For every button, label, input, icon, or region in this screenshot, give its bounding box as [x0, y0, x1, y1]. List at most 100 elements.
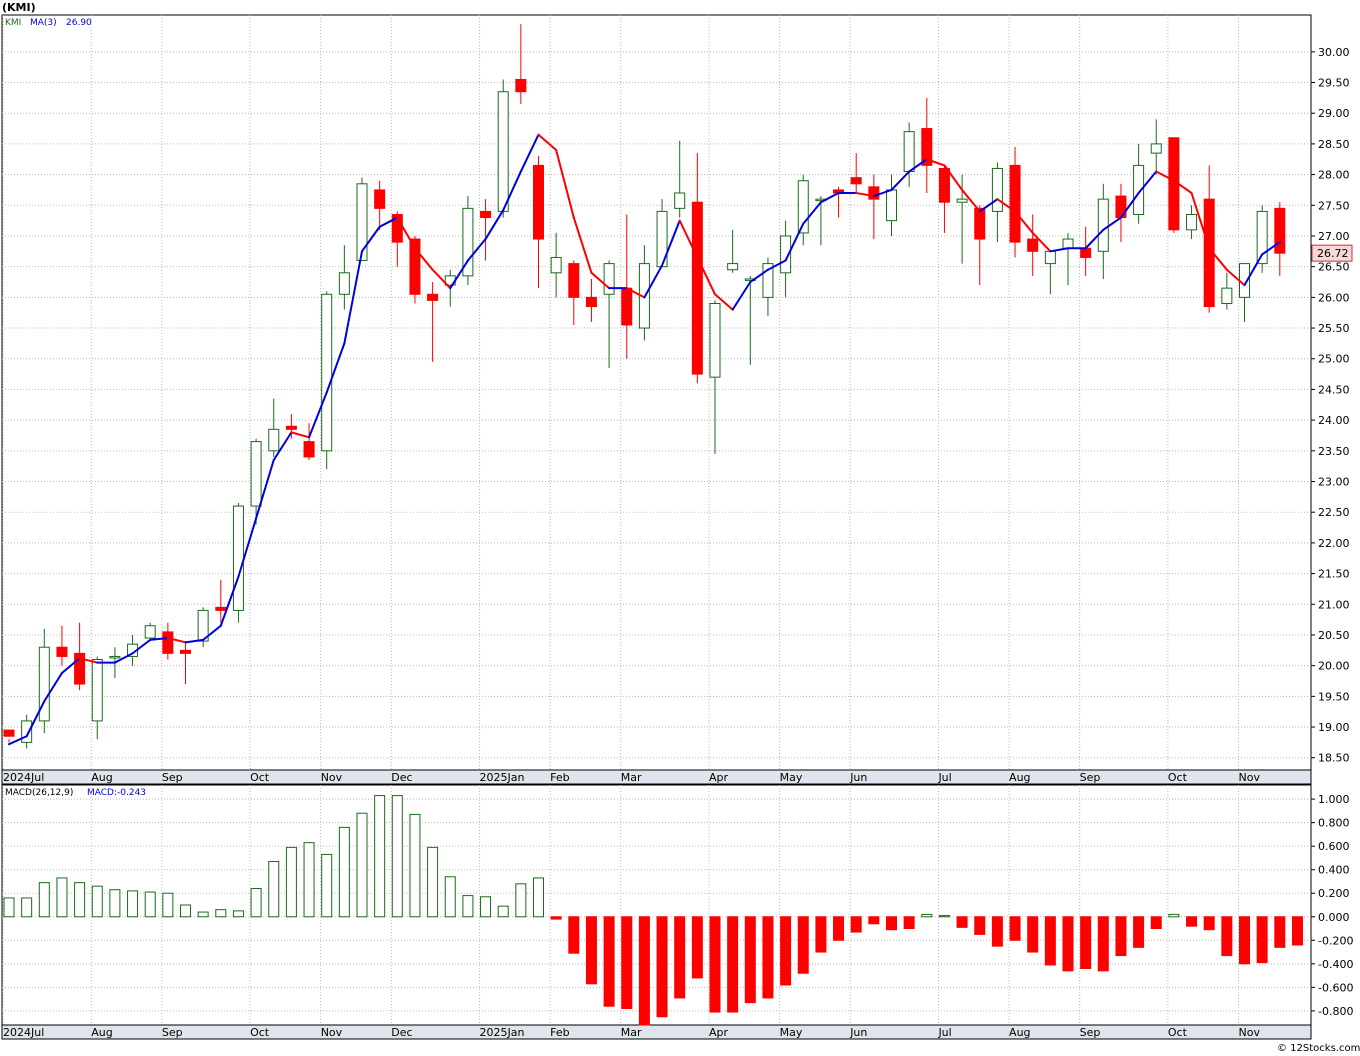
macd-bar: [797, 916, 809, 974]
macd-grid: [2, 785, 1311, 1025]
ma3-segment: [78, 657, 99, 664]
ma3-segment: [219, 575, 240, 627]
macd-bar: [180, 904, 191, 918]
candle-body: [1009, 164, 1021, 243]
candle-body: [1097, 198, 1109, 252]
macd-month-label: Feb: [550, 1026, 569, 1039]
macd-bar: [3, 897, 15, 918]
macd-month-label: May: [780, 1026, 803, 1039]
ma3-segment: [961, 188, 981, 213]
candle-body: [974, 207, 986, 240]
macd-bar: [1203, 916, 1215, 931]
candle-body: [991, 167, 1003, 212]
ma3-segment: [131, 638, 152, 655]
last-price-label: 26.72: [1317, 247, 1349, 260]
candle-body: [921, 128, 933, 166]
macd-bar: [1150, 916, 1162, 930]
ma3-segment: [819, 192, 840, 204]
macd-month-label: Nov: [1239, 1026, 1261, 1039]
macd-month-axis: [1, 1024, 1312, 1040]
price-month-label: Sep: [162, 771, 183, 784]
macd-tick-label: 0.600: [1318, 840, 1350, 853]
last-price-box: [1311, 244, 1353, 262]
macd-bar: [232, 910, 244, 918]
macd-bar: [956, 916, 968, 928]
candle-body: [144, 625, 156, 639]
ma3-segment: [184, 638, 205, 644]
macd-month-label: Oct: [1168, 1026, 1188, 1039]
macd-tick-label: 0.800: [1318, 817, 1350, 830]
price-tick-label: 20.00: [1318, 660, 1350, 673]
ma3-segment: [449, 259, 469, 290]
macd-bar: [338, 826, 350, 918]
macd-tick-label: -0.200: [1318, 934, 1353, 947]
ma3-segment: [25, 700, 46, 738]
ma3-segment: [1225, 268, 1246, 287]
price-month-axis: [1, 769, 1312, 785]
macd-bar: [744, 916, 756, 1004]
ma3-segment: [1049, 247, 1069, 253]
price-month-label: Oct: [1168, 771, 1188, 784]
price-grid: [2, 15, 1311, 770]
macd-bar: [938, 915, 950, 918]
price-month-label: May: [780, 771, 803, 784]
macd-legend: MACD(26,12,9) MACD:-0.243: [5, 788, 146, 798]
candle-body: [215, 606, 227, 611]
candle-body: [550, 256, 562, 274]
candle-body: [3, 729, 15, 737]
ma3-segment: [731, 281, 752, 311]
candle-body: [374, 189, 386, 209]
price-tick-label: 22.50: [1318, 506, 1350, 519]
candle-body: [409, 238, 421, 295]
macd-month-label: 2024Jul: [3, 1026, 44, 1039]
candle-body: [1186, 213, 1198, 231]
ma3-segment: [1190, 192, 1211, 250]
price-tick-label: 26.00: [1318, 291, 1350, 304]
candle-body: [727, 263, 739, 271]
candle-body: [515, 78, 527, 93]
ma3-segment: [678, 219, 699, 259]
macd-bar: [533, 877, 544, 918]
macd-bar: [1115, 916, 1127, 957]
ma3-segment: [625, 287, 646, 299]
macd-x-axis: 2024Jul Aug Sep Oct Nov Dec 2025Jan Feb Mar Apr Ma…: [3, 1026, 1260, 1039]
candle-body: [480, 210, 492, 219]
ma3-segment: [396, 216, 416, 250]
legend-symbol: KMI: [5, 18, 21, 28]
macd-bar: [1062, 916, 1074, 972]
macd-bar: [38, 882, 50, 918]
candle-body: [74, 652, 86, 685]
price-month-label: Nov: [321, 771, 343, 784]
price-tick-label: 20.50: [1318, 629, 1350, 642]
candle-body: [797, 180, 809, 234]
candle-body: [1274, 207, 1286, 254]
candle-body: [603, 263, 615, 295]
ma3-segment: [272, 431, 293, 462]
macd-bar: [162, 892, 174, 918]
price-month-label: Apr: [709, 771, 729, 784]
ma3-segment: [784, 222, 805, 262]
macd-legend-label: MACD(26,12,9): [5, 788, 73, 798]
candle-body: [709, 302, 721, 378]
candle-body: [886, 189, 897, 222]
ma3-segment: [872, 188, 893, 198]
macd-tick-label: 0.200: [1318, 887, 1350, 900]
price-tick-label: 27.00: [1318, 230, 1350, 243]
macd-tick-label: 0.400: [1318, 864, 1350, 877]
ma3-segment: [908, 158, 928, 173]
candle-body: [268, 428, 280, 452]
macd-bar: [974, 916, 986, 935]
price-tick-label: 25.50: [1318, 322, 1350, 335]
candle-body: [391, 213, 403, 243]
candle-body: [533, 164, 544, 240]
macd-bar: [603, 916, 615, 1007]
ma3-segment: [749, 268, 769, 284]
macd-bar: [409, 813, 421, 918]
candle-body: [1044, 250, 1056, 265]
ma3-segment: [378, 216, 399, 228]
ma3-segment: [572, 216, 593, 274]
ma3-segment: [714, 293, 734, 311]
candle-body: [938, 167, 950, 203]
ma3-segment: [1243, 253, 1264, 287]
